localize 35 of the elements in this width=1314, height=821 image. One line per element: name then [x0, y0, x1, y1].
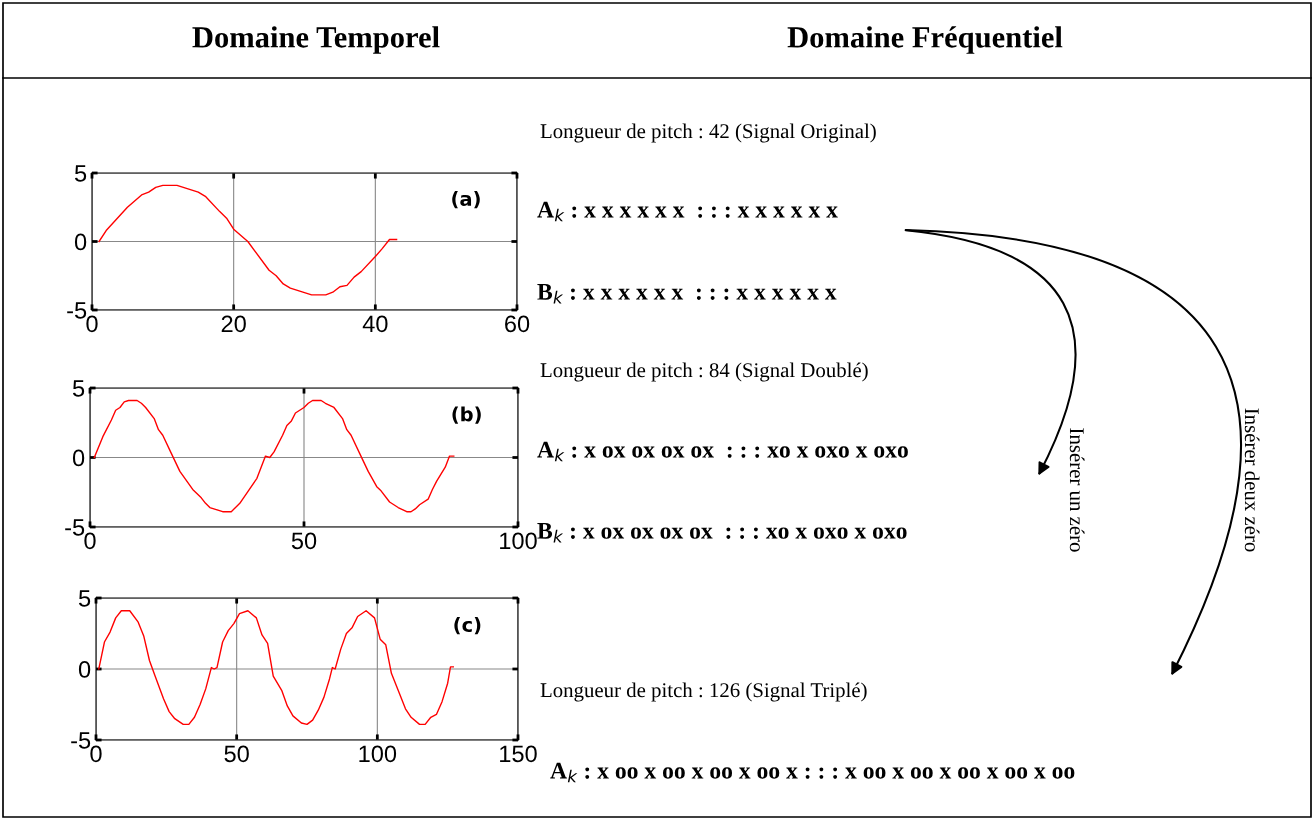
x-tick-label: 100 — [359, 745, 397, 763]
x-tick-label: 50 — [291, 532, 317, 550]
text: B$_{k}$ : x ox ox ox ox : : : xo x oxo x oxo — [537, 523, 907, 543]
text: Insérer un zéro — [1069, 428, 1085, 552]
y-tick-label: -5 — [67, 302, 87, 319]
annotation: (a) — [452, 191, 480, 209]
x-tick-label: 0 — [90, 745, 102, 763]
x-tick-label: 150 — [500, 745, 537, 763]
text: B$_{k}$ : x x x x x x : : : x x x x x x — [537, 284, 837, 304]
y-tick-label: 0 — [74, 233, 87, 251]
text: A$_{k}$ : x oo x oo x oo x oo x : : : x oo x oo x oo x oo x oo — [550, 762, 1075, 783]
chart-title: Domaine Temporel — [192, 26, 440, 54]
y-tick-label: -5 — [65, 519, 85, 536]
annotation: (b) — [452, 406, 481, 424]
line-series — [98, 184, 398, 296]
text: A$_{k}$ : x x x x x x : : : x x x x x x — [537, 201, 838, 222]
y-tick-label: 5 — [74, 165, 87, 182]
line-series — [98, 610, 454, 726]
x-tick-label: 100 — [500, 532, 537, 550]
x-tick-label: 50 — [224, 745, 249, 763]
y-tick-label: 5 — [78, 590, 91, 607]
x-tick-label: 40 — [362, 315, 388, 333]
y-tick-label: 0 — [78, 661, 91, 678]
text: A$_{k}$ : x ox ox ox ox : : : xo x oxo x oxo — [537, 441, 908, 462]
text: Longueur de pitch : 126 (Signal Triplé) — [540, 682, 867, 702]
text: Domaine Fréquentiel — [787, 26, 1063, 54]
annotation: (c) — [454, 617, 481, 635]
x-tick-label: 60 — [505, 315, 530, 333]
y-tick-label: 5 — [72, 380, 85, 397]
y-tick-label: 0 — [72, 449, 85, 467]
x-tick-label: 20 — [221, 315, 246, 333]
y-tick-label: -5 — [71, 732, 91, 749]
text: Insérer deux zéro — [1244, 408, 1260, 552]
text: Longueur de pitch : 84 (Signal Doublé) — [540, 362, 868, 382]
text: Longueur de pitch : 42 (Signal Original) — [540, 123, 876, 143]
